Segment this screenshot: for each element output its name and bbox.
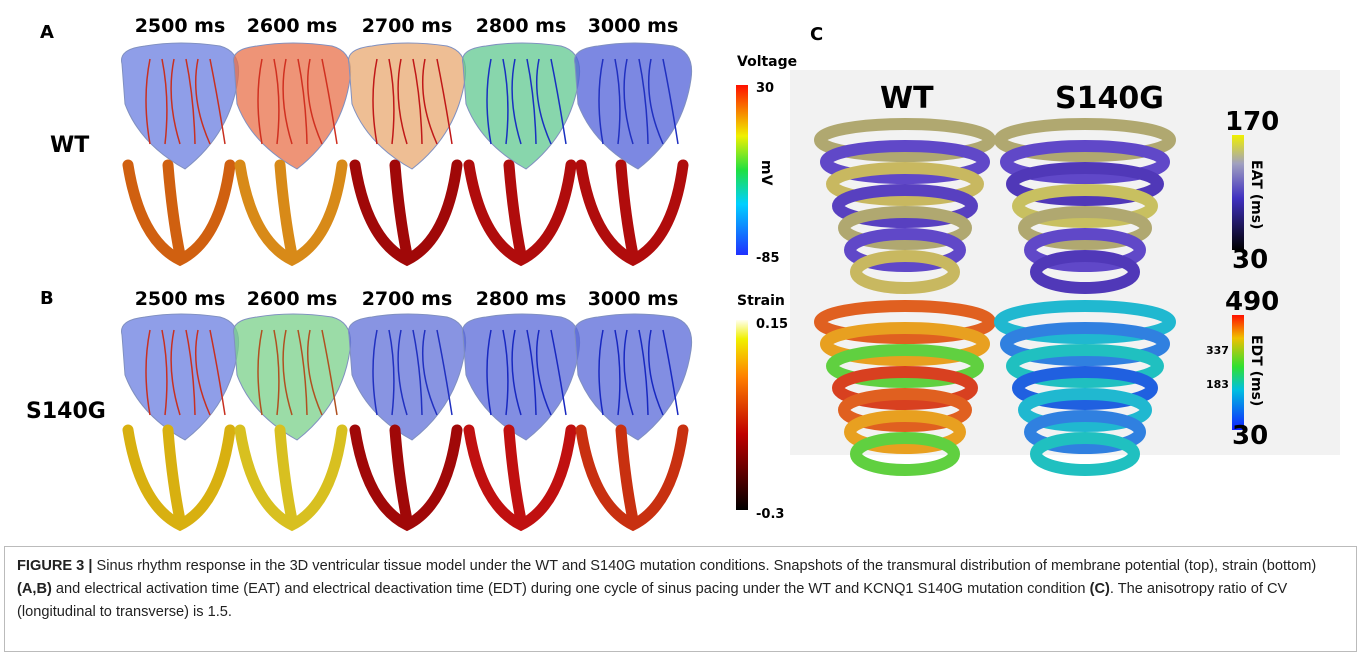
time-label: 2600 ms <box>247 15 338 37</box>
time-label: 2500 ms <box>135 15 226 37</box>
time-label: 3000 ms <box>588 15 679 37</box>
heart-model <box>121 314 238 440</box>
time-label: 2500 ms <box>135 288 226 310</box>
tissue-slice <box>128 430 230 525</box>
time-label: 2700 ms <box>362 15 453 37</box>
colorbar-tick: 183 <box>1206 378 1229 391</box>
caption-text: Sinus rhythm response in the 3D ventricu… <box>92 558 1316 574</box>
colorbar-min: -0.3 <box>756 507 784 522</box>
colorbar-title: Voltage <box>737 54 797 70</box>
heart-model <box>233 43 350 169</box>
caption-ref: (C) <box>1090 581 1110 597</box>
tissue-slice <box>240 165 342 260</box>
time-label: 2600 ms <box>247 288 338 310</box>
figure-page: A B C WT S140G Voltage 30 -85 mV Strain … <box>0 0 1357 652</box>
heart-model <box>462 43 579 169</box>
colorbar <box>736 320 748 510</box>
tissue-slice <box>355 430 457 525</box>
colorbar-min: 30 <box>1232 245 1268 275</box>
colorbar <box>736 85 748 255</box>
colorbar-min: -85 <box>756 251 780 266</box>
figure-label: FIGURE 3 | <box>17 558 92 574</box>
colorbar-max: 490 <box>1225 287 1279 317</box>
colorbar-title: Strain <box>737 293 785 309</box>
colorbar-min: 30 <box>1232 421 1268 451</box>
colorbar-title: EDT (ms) <box>1248 335 1264 406</box>
panel-label: C <box>810 24 823 45</box>
heart-model <box>233 314 350 440</box>
tissue-slice <box>240 430 342 525</box>
time-label: 2800 ms <box>476 15 567 37</box>
colorbar-max: 0.15 <box>756 317 788 332</box>
colorbar <box>1232 315 1244 430</box>
heart-model <box>348 43 465 169</box>
caption-text: and electrical activation time (EAT) and… <box>52 581 1090 597</box>
tissue-slice <box>355 165 457 260</box>
colorbar-tick: 337 <box>1206 344 1229 357</box>
caption-ref: (A,B) <box>17 581 52 597</box>
row-label: S140G <box>26 399 106 424</box>
column-label: WT <box>880 81 934 116</box>
tissue-slice <box>469 165 571 260</box>
time-label: 2800 ms <box>476 288 567 310</box>
panel-label: B <box>40 288 54 309</box>
tissue-slice <box>581 165 683 260</box>
heart-model <box>121 43 238 169</box>
heart-model <box>348 314 465 440</box>
caption: FIGURE 3 | Sinus rhythm response in the … <box>4 546 1357 652</box>
tissue-slice <box>469 430 571 525</box>
heart-model <box>574 314 691 440</box>
heart-model <box>574 43 691 169</box>
colorbar-max: 170 <box>1225 107 1279 137</box>
colorbar-title: EAT (ms) <box>1248 160 1264 229</box>
tissue-slice <box>128 165 230 260</box>
colorbar-max: 30 <box>756 81 774 96</box>
colorbar <box>1232 135 1244 250</box>
time-label: 2700 ms <box>362 288 453 310</box>
row-label: WT <box>50 133 89 158</box>
figure: A B C WT S140G Voltage 30 -85 mV Strain … <box>0 0 1357 540</box>
column-label: S140G <box>1055 81 1164 116</box>
panel-label: A <box>40 22 54 43</box>
heart-model <box>462 314 579 440</box>
colorbar-unit: mV <box>758 160 774 186</box>
time-label: 3000 ms <box>588 288 679 310</box>
tissue-slice <box>581 430 683 525</box>
